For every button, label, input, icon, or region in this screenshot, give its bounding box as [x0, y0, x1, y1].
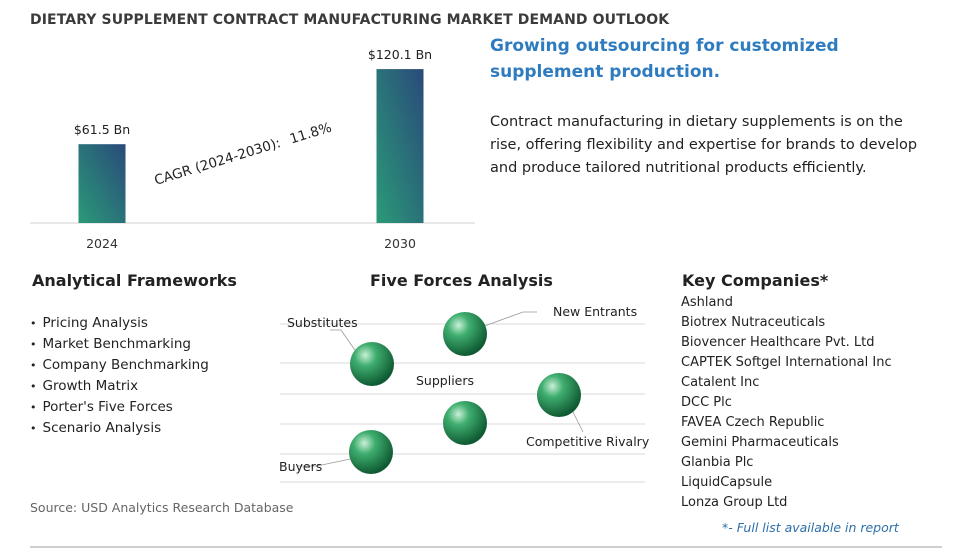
- company-item: LiquidCapsule: [681, 475, 773, 490]
- company-item: Biovencer Healthcare Pvt. Ltd: [681, 335, 875, 350]
- framework-item: Market Benchmarking: [30, 334, 209, 355]
- source-note: Source: USD Analytics Research Database: [30, 500, 294, 515]
- connector-new-entrants: [478, 311, 537, 329]
- bar-2030: [376, 69, 424, 223]
- description: Contract manufacturing in dietary supple…: [490, 114, 918, 176]
- competitive-rivalry-ball: [537, 373, 581, 417]
- companies-list: Ashland Biotrex Nutraceuticals Biovencer…: [681, 293, 892, 513]
- connector-buyers: [297, 457, 356, 467]
- market-bar-chart: $61.5 Bn 2024 $120.1 Bn 2030 CAGR (2024-203…: [30, 47, 475, 251]
- bottom-divider: [30, 546, 942, 548]
- force-label-suppliers: Suppliers: [416, 373, 474, 388]
- x-tick-label: 2024: [86, 236, 118, 251]
- framework-item: Growth Matrix: [30, 376, 209, 397]
- company-item: CAPTEK Softgel International Inc: [681, 355, 892, 370]
- company-item: Glanbia Plc: [681, 455, 754, 470]
- substitutes-ball: [350, 342, 394, 386]
- company-item: Lonza Group Ltd: [681, 495, 788, 510]
- framework-item: Porter's Five Forces: [30, 397, 209, 418]
- frameworks-list: Pricing Analysis Market Benchmarking Com…: [30, 313, 209, 439]
- company-item: FAVEA Czech Republic: [681, 415, 825, 430]
- framework-item: Scenario Analysis: [30, 418, 209, 439]
- cagr-value: 11.8%: [288, 120, 334, 148]
- force-label-competitive-rivalry: Competitive Rivalry: [526, 434, 650, 449]
- bar-value-label: $61.5 Bn: [74, 122, 130, 137]
- five-forces-diagram: New Entrants Substitutes Suppliers Compe…: [279, 304, 650, 483]
- suppliers-ball: [443, 401, 487, 445]
- page-title: DIETARY SUPPLEMENT CONTRACT MANUFACTURIN…: [30, 12, 670, 28]
- cagr-annotation: CAGR (2024-2030): 11.8%: [152, 120, 333, 189]
- company-item: Gemini Pharmaceuticals: [681, 435, 839, 450]
- bar-2024: [78, 144, 126, 223]
- force-label-substitutes: Substitutes: [287, 315, 358, 330]
- bar-value-label: $120.1 Bn: [368, 47, 432, 62]
- company-item: Biotrex Nutraceuticals: [681, 315, 826, 330]
- companies-heading: Key Companies*: [682, 271, 829, 290]
- five-forces-heading: Five Forces Analysis: [370, 271, 553, 290]
- company-item: DCC Plc: [681, 395, 732, 410]
- framework-item: Company Benchmarking: [30, 355, 209, 376]
- cagr-label: CAGR (2024-2030):: [152, 135, 282, 189]
- force-label-new-entrants: New Entrants: [553, 304, 637, 319]
- headline: Growing outsourcing for customized suppl…: [490, 36, 839, 82]
- new-entrants-ball: [443, 312, 487, 356]
- company-item: Ashland: [681, 295, 733, 310]
- frameworks-heading: Analytical Frameworks: [32, 271, 237, 290]
- companies-footnote: *- Full list available in report: [722, 520, 899, 535]
- force-label-buyers: Buyers: [279, 459, 322, 474]
- framework-item: Pricing Analysis: [30, 313, 209, 334]
- x-tick-label: 2030: [384, 236, 416, 251]
- company-item: Catalent Inc: [681, 375, 760, 390]
- connector-substitutes: [330, 329, 358, 354]
- buyers-ball: [349, 430, 393, 474]
